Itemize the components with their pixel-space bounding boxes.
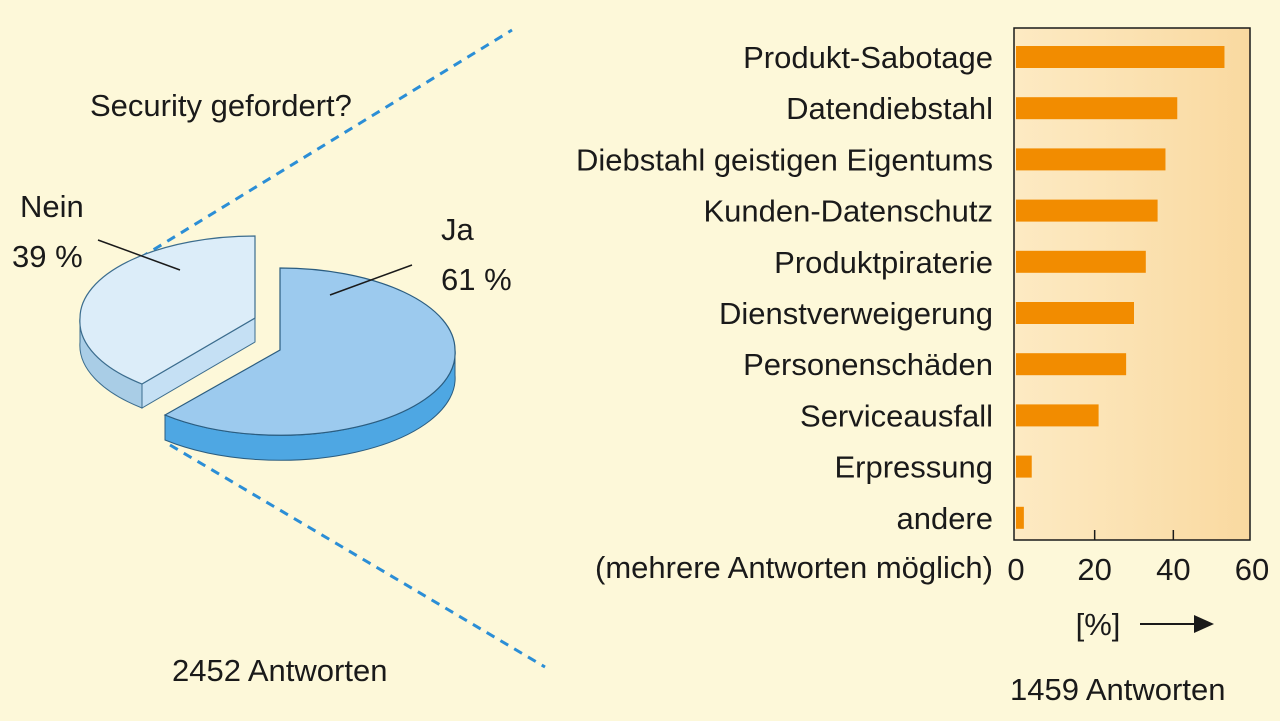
connector-line-bottom bbox=[169, 443, 546, 669]
leader-nein bbox=[97, 239, 181, 271]
category-label: Produktpiraterie bbox=[774, 245, 993, 280]
pie-footer: 2452 Antworten bbox=[172, 653, 387, 688]
bar bbox=[1016, 250, 1146, 273]
connector-line-top bbox=[139, 28, 513, 260]
pie-slice-ja bbox=[163, 267, 456, 436]
bar bbox=[1016, 353, 1127, 376]
x-tick-label: 20 bbox=[1077, 552, 1111, 587]
category-label: Erpressung bbox=[834, 450, 993, 485]
bar bbox=[1016, 199, 1158, 222]
bar-footer: 1459 Antworten bbox=[1010, 672, 1225, 707]
category-label: andere bbox=[896, 501, 993, 536]
pie-chart: Security gefordert? Nein 39 % Ja 61 % 24… bbox=[12, 88, 512, 688]
arrow-right-icon bbox=[1140, 615, 1214, 633]
bar bbox=[1016, 506, 1024, 529]
bar-x-ticks: 0 20 40 60 bbox=[1007, 552, 1269, 587]
x-tick-label: 60 bbox=[1235, 552, 1269, 587]
bar-category-labels: Produkt-Sabotage Datendiebstahl Diebstahl … bbox=[576, 40, 993, 536]
bar bbox=[1016, 455, 1032, 478]
bar bbox=[1016, 404, 1099, 427]
pie-value-ja: 61 % bbox=[441, 262, 512, 297]
x-tick-label: 0 bbox=[1007, 552, 1024, 587]
connector-lines bbox=[139, 28, 546, 669]
bar-x-axis-label: [%] bbox=[1076, 607, 1121, 642]
pie-title: Security gefordert? bbox=[90, 88, 352, 123]
category-label: Produkt-Sabotage bbox=[743, 40, 993, 75]
category-label: Personenschäden bbox=[743, 347, 993, 382]
x-tick-label: 40 bbox=[1156, 552, 1190, 587]
category-label: Serviceausfall bbox=[800, 398, 993, 433]
bar-note: (mehrere Antworten möglich) bbox=[595, 550, 993, 585]
bar-gridlines bbox=[1093, 530, 1175, 540]
pie-value-nein: 39 % bbox=[12, 239, 83, 274]
leader-ja bbox=[329, 264, 413, 296]
category-label: Kunden-Datenschutz bbox=[703, 194, 993, 229]
pie-slice-nein bbox=[79, 235, 256, 385]
bar bbox=[1016, 302, 1134, 324]
category-label: Dienstverweigerung bbox=[719, 296, 993, 331]
category-label: Datendiebstahl bbox=[786, 91, 993, 126]
pie-label-ja: Ja bbox=[441, 212, 475, 247]
bar bbox=[1016, 148, 1166, 171]
bar-marks bbox=[1016, 46, 1225, 529]
category-label: Diebstahl geistigen Eigentums bbox=[576, 142, 993, 177]
bar-chart: Produkt-Sabotage Datendiebstahl Diebstahl … bbox=[576, 27, 1269, 707]
bar bbox=[1016, 97, 1178, 120]
pie-label-nein: Nein bbox=[20, 189, 84, 224]
bar bbox=[1016, 46, 1225, 68]
